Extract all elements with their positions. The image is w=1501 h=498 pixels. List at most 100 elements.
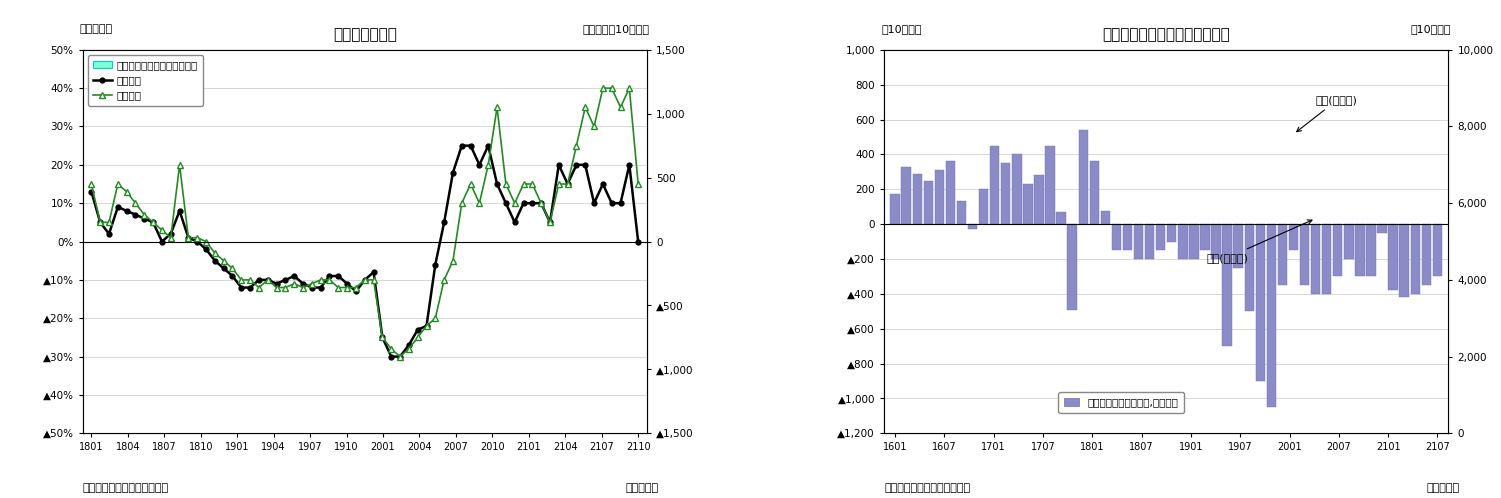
Bar	[476, 214, 483, 242]
Bar	[1300, 224, 1309, 285]
Bar	[1045, 146, 1055, 224]
Bar	[1355, 224, 1364, 276]
Text: 輸入(右目盛): 輸入(右目盛)	[1297, 96, 1357, 131]
Bar	[1333, 224, 1342, 276]
Bar	[1289, 224, 1298, 250]
Bar	[991, 146, 1000, 224]
Bar	[221, 242, 228, 243]
Bar	[956, 202, 967, 224]
Bar	[979, 189, 988, 224]
Bar	[1244, 224, 1253, 311]
Bar	[1145, 224, 1154, 259]
Bar	[405, 203, 413, 242]
Text: （前年比）: （前年比）	[80, 24, 113, 34]
Text: （年・月）: （年・月）	[1426, 483, 1460, 493]
Text: （10億円）: （10億円）	[881, 24, 922, 34]
Bar	[1024, 184, 1033, 224]
Bar	[1067, 224, 1076, 310]
Bar	[203, 242, 210, 243]
Bar	[519, 242, 527, 248]
Bar	[1156, 224, 1165, 250]
Bar	[494, 222, 501, 242]
Bar	[608, 242, 615, 258]
Bar	[1012, 154, 1022, 224]
Bar	[581, 242, 588, 254]
Bar	[1277, 224, 1288, 285]
Bar	[228, 242, 236, 243]
Bar	[626, 242, 633, 261]
Bar	[255, 242, 263, 246]
Bar	[273, 242, 281, 244]
Bar	[635, 242, 642, 263]
Bar	[246, 228, 254, 242]
Legend: 貿易収支・前年差（右目盛）, 輸出金額, 輸入金額: 貿易収支・前年差（右目盛）, 輸出金額, 輸入金額	[87, 55, 204, 106]
Text: 輸出(右目盛): 輸出(右目盛)	[1207, 220, 1312, 263]
Bar	[212, 242, 219, 244]
Bar	[935, 170, 944, 224]
Bar	[344, 239, 351, 242]
Bar	[87, 241, 95, 242]
Bar	[923, 181, 934, 224]
Bar	[414, 207, 422, 242]
Text: （資料）財務省「貿易統計」: （資料）財務省「貿易統計」	[83, 483, 168, 493]
Bar	[432, 199, 440, 242]
Bar	[1123, 224, 1132, 250]
Bar	[537, 242, 545, 280]
Bar	[503, 242, 510, 254]
Bar	[902, 167, 911, 224]
Bar	[105, 242, 113, 245]
Bar	[1366, 224, 1376, 276]
Bar	[369, 231, 377, 242]
Legend: 貿易収支（季節調整値,左目盛）: 貿易収支（季節調整値,左目盛）	[1058, 392, 1184, 413]
Text: （年・月）: （年・月）	[624, 483, 659, 493]
Bar	[308, 241, 315, 242]
Bar	[132, 242, 140, 243]
Bar	[1001, 163, 1010, 224]
Bar	[317, 240, 324, 242]
Bar	[1057, 212, 1066, 224]
Bar	[282, 242, 290, 243]
Bar	[1322, 224, 1331, 294]
Bar	[378, 216, 386, 242]
Bar	[546, 242, 554, 285]
Bar	[449, 181, 456, 242]
Bar	[1256, 224, 1265, 381]
Bar	[968, 224, 977, 229]
Text: （10億円）: （10億円）	[1411, 24, 1451, 34]
Title: 貿易収支（季節調整値）の推移: 貿易収支（季節調整値）の推移	[1102, 27, 1231, 42]
Bar	[1432, 224, 1442, 276]
Bar	[467, 212, 474, 242]
Bar	[1421, 224, 1430, 285]
Bar	[1399, 224, 1409, 297]
Bar	[1079, 130, 1088, 224]
Bar	[1267, 224, 1276, 407]
Bar	[396, 210, 404, 242]
Bar	[1189, 224, 1199, 259]
Bar	[114, 242, 122, 244]
Bar	[1178, 224, 1187, 259]
Bar	[387, 239, 395, 242]
Bar	[1168, 224, 1177, 242]
Bar	[564, 242, 572, 264]
Text: （資料）財務省「貿易統計」: （資料）財務省「貿易統計」	[884, 483, 970, 493]
Bar	[1201, 224, 1210, 250]
Bar	[510, 242, 518, 248]
Bar	[617, 242, 624, 259]
Bar	[1378, 224, 1387, 233]
Bar	[423, 212, 431, 242]
Bar	[362, 234, 369, 242]
Bar	[485, 221, 492, 242]
Bar	[1211, 224, 1220, 259]
Bar	[1345, 224, 1354, 259]
Bar	[1310, 224, 1321, 294]
Bar	[1411, 224, 1420, 294]
Bar	[555, 242, 563, 267]
Bar	[590, 242, 597, 253]
Text: （前年差、10億円）: （前年差、10億円）	[582, 24, 650, 34]
Bar	[1034, 175, 1043, 224]
Bar	[123, 242, 131, 243]
Bar	[573, 242, 581, 257]
Bar	[1112, 224, 1121, 250]
Bar	[1133, 224, 1144, 259]
Title: 貿易収支の推移: 貿易収支の推移	[333, 27, 396, 42]
